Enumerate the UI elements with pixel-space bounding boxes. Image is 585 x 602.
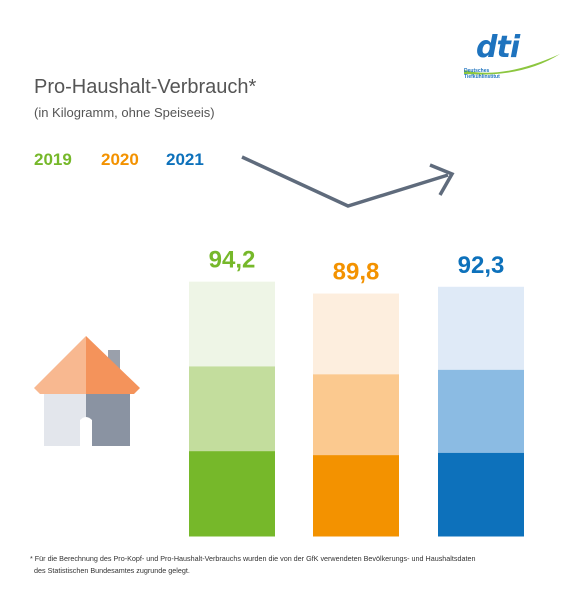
logo-subtitle: Deutsches Tiefkühlinstitut xyxy=(464,68,500,80)
bar-segment-medium xyxy=(313,374,399,456)
bars-group: 94,2 89,8 92,3 xyxy=(189,247,524,537)
data-label-2020: 89,8 xyxy=(333,259,380,286)
bar-segment-dark xyxy=(189,451,275,537)
bar-2021 xyxy=(438,286,524,537)
dti-logo: dti Deutsches Tiefkühlinstitut xyxy=(462,30,562,90)
footnote: * Für die Berechnung des Pro-Kopf- und P… xyxy=(30,553,560,577)
bar-segment-medium xyxy=(189,366,275,452)
logo-subtitle-line2: Tiefkühlinstitut xyxy=(464,74,500,80)
logo-subtitle-line1: Deutsches xyxy=(464,68,490,74)
bar-2020 xyxy=(313,293,399,537)
legend-item-2021: 2021 xyxy=(166,150,204,169)
data-label-2021: 92,3 xyxy=(458,252,505,279)
footnote-line2: des Statistischen Bundesamtes zugrunde g… xyxy=(34,566,190,575)
bar-segment-dark xyxy=(438,452,524,537)
data-label-2019: 94,2 xyxy=(209,247,256,274)
chart-title: Pro-Haushalt-Verbrauch* xyxy=(34,76,257,98)
chart-subtitle: (in Kilogramm, ohne Speiseeis) xyxy=(34,105,215,120)
footnote-line1: * Für die Berechnung des Pro-Kopf- und P… xyxy=(30,554,476,563)
bar-segment-light xyxy=(189,281,275,367)
bar-segment-light xyxy=(438,286,524,371)
bar-segment-light xyxy=(313,293,399,375)
house-icon xyxy=(34,336,140,446)
trend-arrow-icon xyxy=(241,155,455,208)
logo-wordmark: dti xyxy=(476,30,520,65)
legend-item-2020: 2020 xyxy=(101,150,139,169)
bar-segment-dark xyxy=(313,455,399,537)
legend-item-2019: 2019 xyxy=(34,150,72,169)
logo-swoosh-icon xyxy=(464,54,560,75)
bar-2019 xyxy=(189,281,275,537)
bar-segment-medium xyxy=(438,369,524,454)
